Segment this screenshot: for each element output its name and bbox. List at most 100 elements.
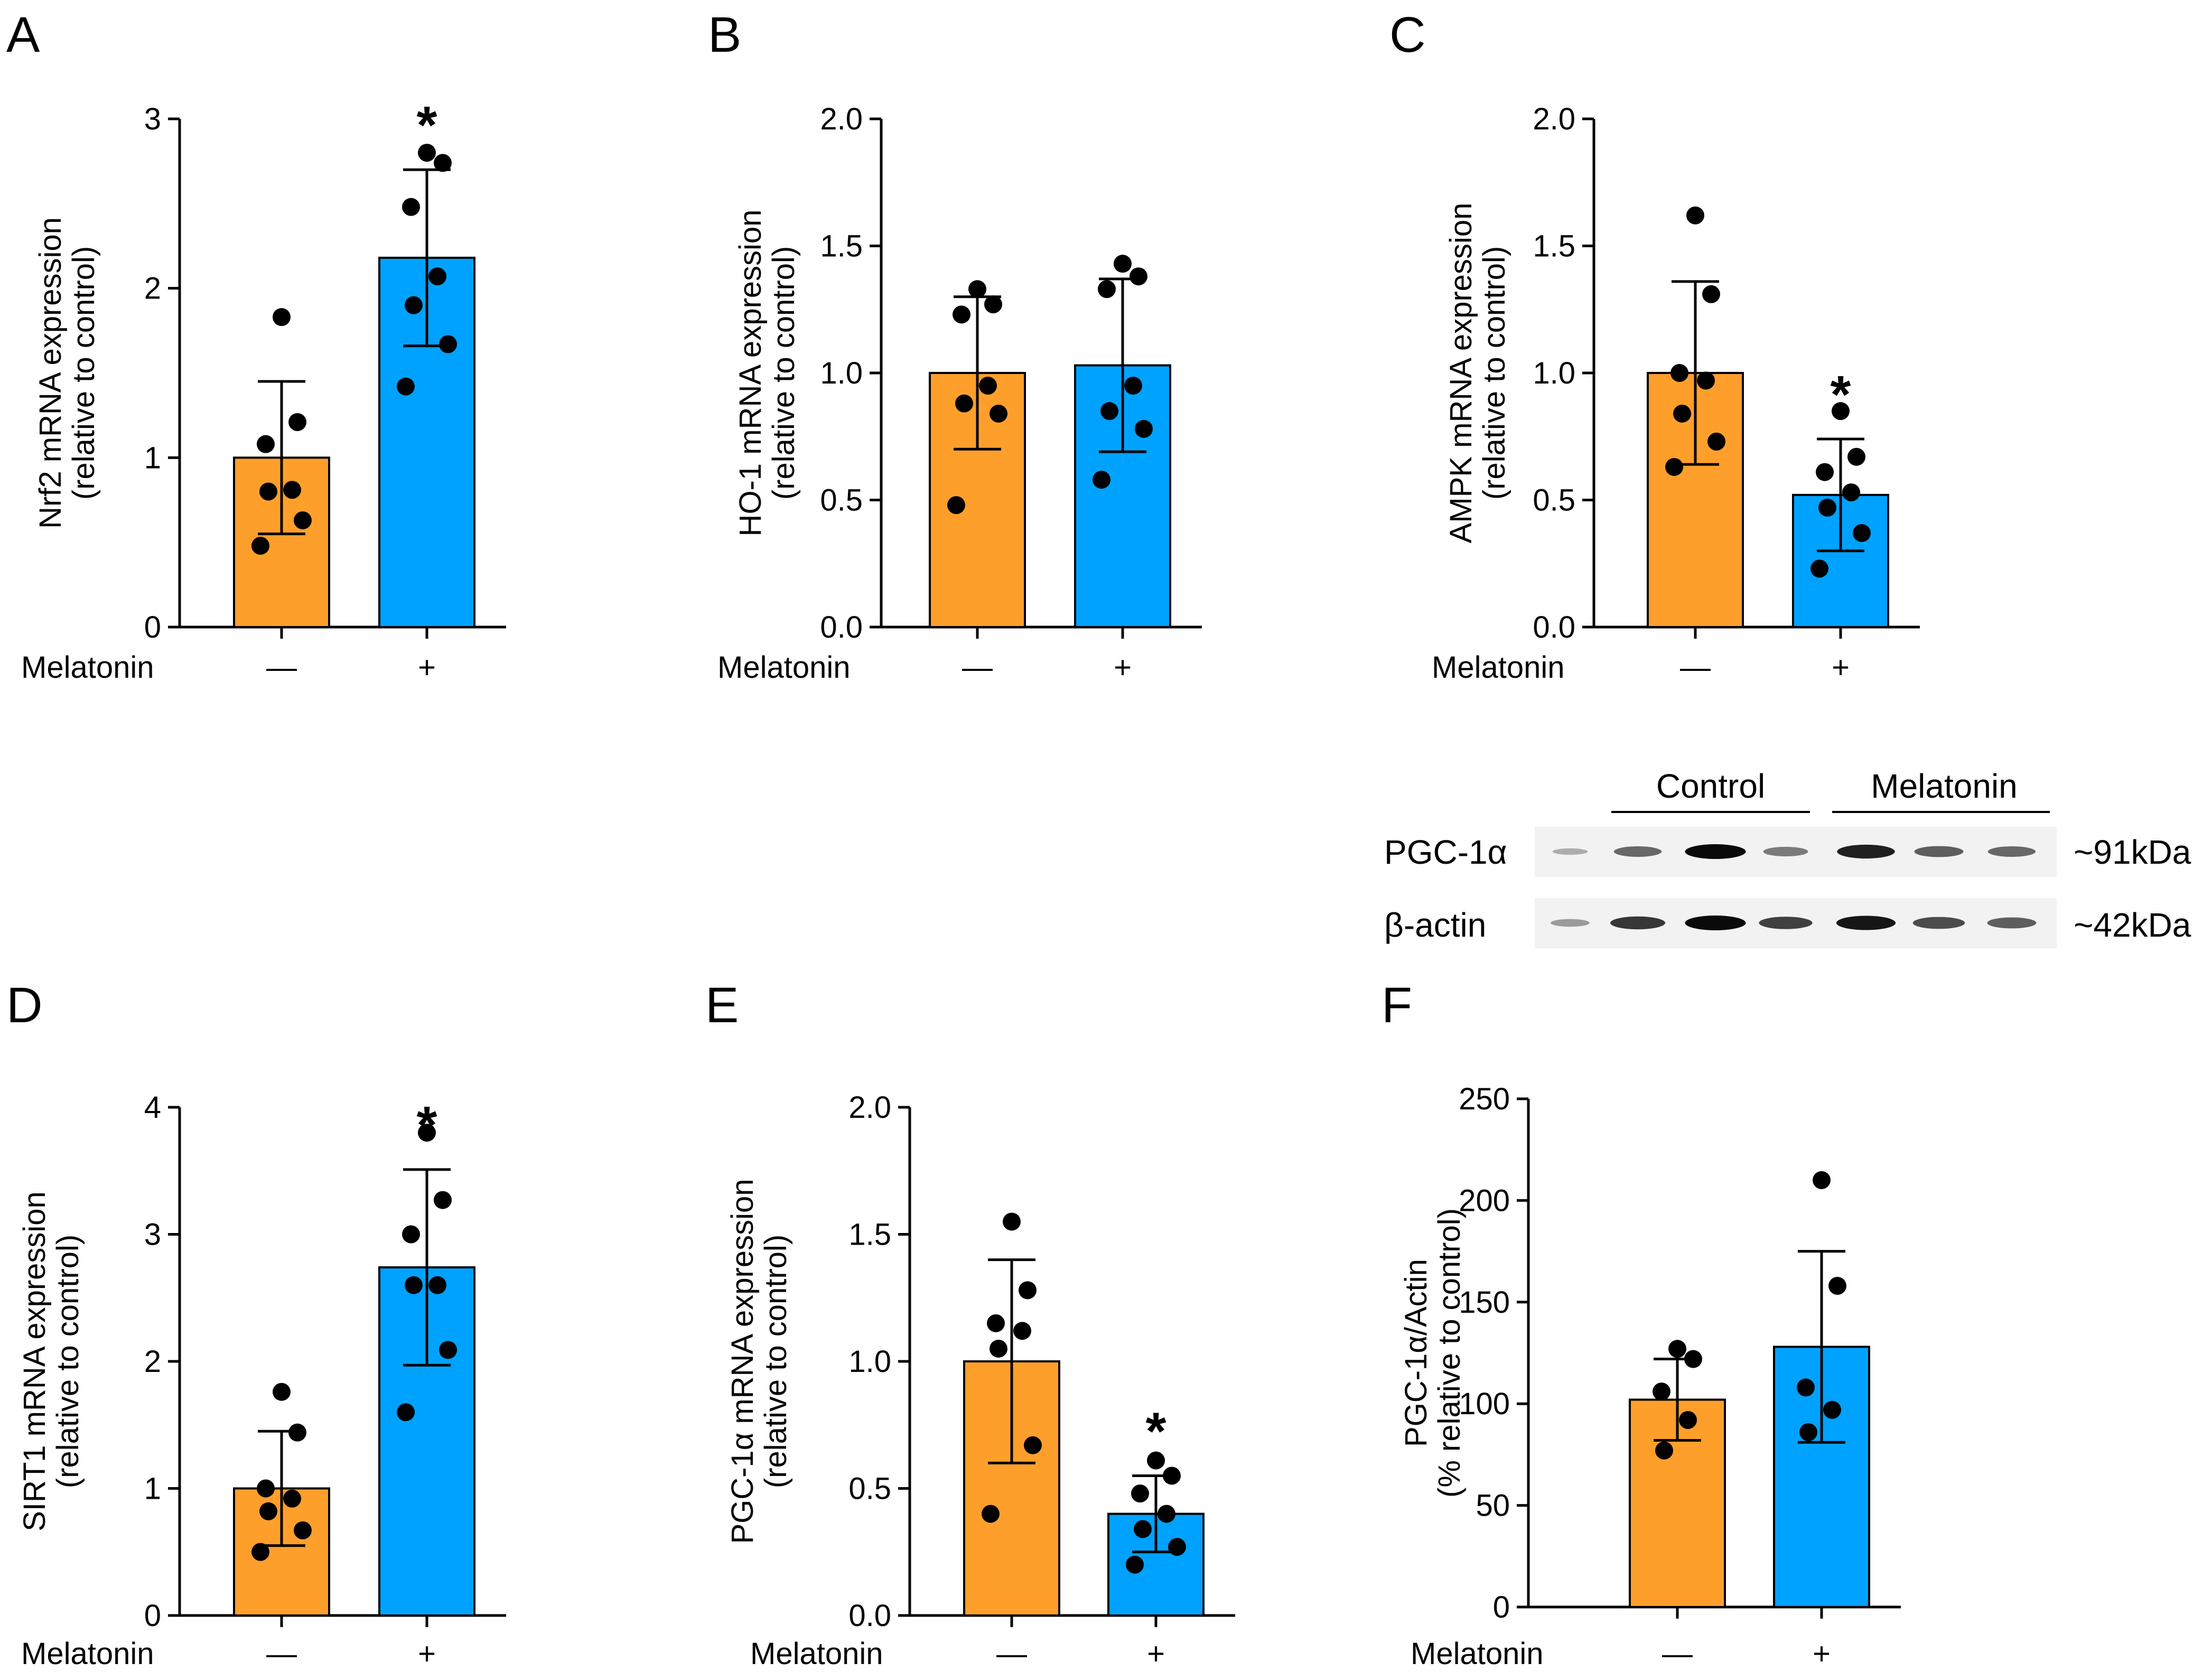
wb-band bbox=[1763, 846, 1808, 857]
y-tick-label: 1.5 bbox=[820, 229, 863, 264]
data-point bbox=[288, 413, 306, 431]
x-category-label: + bbox=[1114, 650, 1132, 685]
data-point bbox=[288, 1423, 306, 1442]
data-point bbox=[1665, 457, 1683, 476]
wb-row-size-pgc1a: ~91kDa bbox=[2074, 833, 2191, 871]
panel-letter-b: B bbox=[708, 7, 741, 63]
wb-band bbox=[1759, 917, 1813, 929]
data-point bbox=[1135, 419, 1153, 438]
wb-band bbox=[1836, 916, 1896, 930]
data-point bbox=[947, 496, 965, 515]
data-point bbox=[1670, 364, 1688, 382]
data-point bbox=[1024, 1436, 1042, 1454]
data-point bbox=[434, 1191, 452, 1209]
x-axis-label: Melatonin bbox=[717, 650, 850, 685]
y-tick-label: 1 bbox=[144, 441, 161, 475]
data-point bbox=[990, 404, 1007, 423]
wb-band bbox=[1914, 846, 1964, 857]
data-point bbox=[259, 1502, 277, 1520]
x-axis-label: Melatonin bbox=[1411, 1637, 1543, 1671]
panel-letter-a: A bbox=[6, 7, 40, 63]
data-point bbox=[1168, 1538, 1186, 1556]
data-point bbox=[402, 198, 420, 216]
data-point bbox=[1158, 1505, 1175, 1523]
data-point bbox=[1684, 1350, 1702, 1368]
data-point bbox=[397, 377, 415, 396]
data-point bbox=[1679, 1411, 1697, 1429]
data-point bbox=[428, 267, 446, 286]
chart-panel-c: C AMPK mRNA expression(relative to contro… bbox=[1389, 7, 1920, 685]
chart-panel-d: D SIRT1 mRNA expression(relative to contr… bbox=[6, 977, 506, 1671]
data-point bbox=[1126, 1555, 1144, 1574]
data-point bbox=[1093, 471, 1110, 489]
data-point bbox=[402, 1225, 420, 1244]
data-point bbox=[418, 1124, 436, 1142]
chart-panel-a: A Nrf2 mRNA expression(relative to contro… bbox=[6, 7, 506, 685]
y-tick-label: 250 bbox=[1459, 1082, 1510, 1116]
data-point bbox=[955, 394, 973, 413]
data-point bbox=[257, 435, 275, 453]
y-tick-label: 0.0 bbox=[848, 1599, 891, 1633]
data-point bbox=[439, 1341, 457, 1359]
wb-band bbox=[1610, 916, 1665, 930]
data-point bbox=[1668, 1340, 1686, 1358]
data-point bbox=[1816, 463, 1834, 481]
data-point bbox=[1655, 1441, 1673, 1460]
data-point bbox=[1131, 1484, 1149, 1503]
significance-marker: * bbox=[1146, 1402, 1166, 1461]
data-point bbox=[1100, 402, 1118, 421]
x-category-label: + bbox=[418, 1637, 436, 1671]
x-category-label: + bbox=[1813, 1637, 1831, 1671]
data-point bbox=[1114, 255, 1132, 273]
y-axis-label-line: (relative to control) bbox=[1477, 246, 1511, 500]
data-point bbox=[1147, 1451, 1165, 1470]
chart-panel-f: F PGC-1α/Actin(% relative to control) 0 50 1… bbox=[1382, 977, 1901, 1671]
x-category-label: + bbox=[418, 650, 436, 685]
y-tick-label: 0 bbox=[144, 610, 161, 644]
data-point bbox=[1013, 1322, 1031, 1340]
data-point bbox=[294, 511, 312, 529]
chart-panel-b: B HO-1 mRNA expression(relative to contro… bbox=[708, 7, 1202, 685]
data-point bbox=[1810, 559, 1828, 578]
y-tick-label: 0 bbox=[1493, 1590, 1510, 1624]
wb-row-size-actin: ~42kDa bbox=[2074, 906, 2191, 944]
data-point bbox=[987, 1314, 1005, 1332]
data-point bbox=[1799, 1423, 1817, 1442]
data-point bbox=[982, 1505, 1000, 1523]
data-point bbox=[273, 1383, 291, 1401]
data-point bbox=[251, 1543, 269, 1561]
y-tick-label: 1.5 bbox=[1533, 229, 1575, 264]
y-axis-label-line: (% relative to control) bbox=[1432, 1208, 1467, 1498]
y-tick-label: 0 bbox=[144, 1599, 161, 1633]
data-point bbox=[259, 482, 277, 501]
y-axis-label-line: HO-1 mRNA expression bbox=[733, 210, 768, 537]
y-tick-label: 0.0 bbox=[820, 610, 863, 644]
wb-band bbox=[1837, 844, 1895, 859]
wb-band bbox=[1987, 917, 2037, 929]
wb-band bbox=[1685, 844, 1746, 859]
data-point bbox=[283, 481, 301, 499]
x-category-label: — bbox=[1662, 1637, 1693, 1671]
data-point bbox=[1842, 483, 1860, 502]
data-point bbox=[953, 305, 970, 324]
wb-band bbox=[1551, 919, 1590, 927]
y-axis-label-line: (relative to control) bbox=[759, 1235, 793, 1488]
data-point bbox=[434, 154, 452, 172]
x-category-label: + bbox=[1832, 650, 1850, 685]
data-point bbox=[1853, 524, 1871, 543]
data-point bbox=[439, 335, 457, 353]
data-point bbox=[1832, 402, 1850, 421]
data-point bbox=[1702, 285, 1720, 303]
panel-letter-f: F bbox=[1382, 977, 1412, 1033]
data-point bbox=[257, 1479, 275, 1498]
western-blot: Control Melatonin PGC-1α ~91kDa β-actin … bbox=[1384, 767, 2191, 948]
data-point bbox=[1686, 206, 1704, 225]
y-tick-label: 1.5 bbox=[848, 1218, 891, 1252]
significance-marker: * bbox=[417, 1096, 437, 1155]
y-tick-label: 1.0 bbox=[848, 1344, 891, 1379]
wb-group-label-melatonin: Melatonin bbox=[1871, 767, 2018, 805]
x-axis-label: Melatonin bbox=[750, 1637, 883, 1671]
y-tick-label: 1.0 bbox=[1533, 356, 1575, 390]
panel-letter-c: C bbox=[1389, 7, 1426, 63]
